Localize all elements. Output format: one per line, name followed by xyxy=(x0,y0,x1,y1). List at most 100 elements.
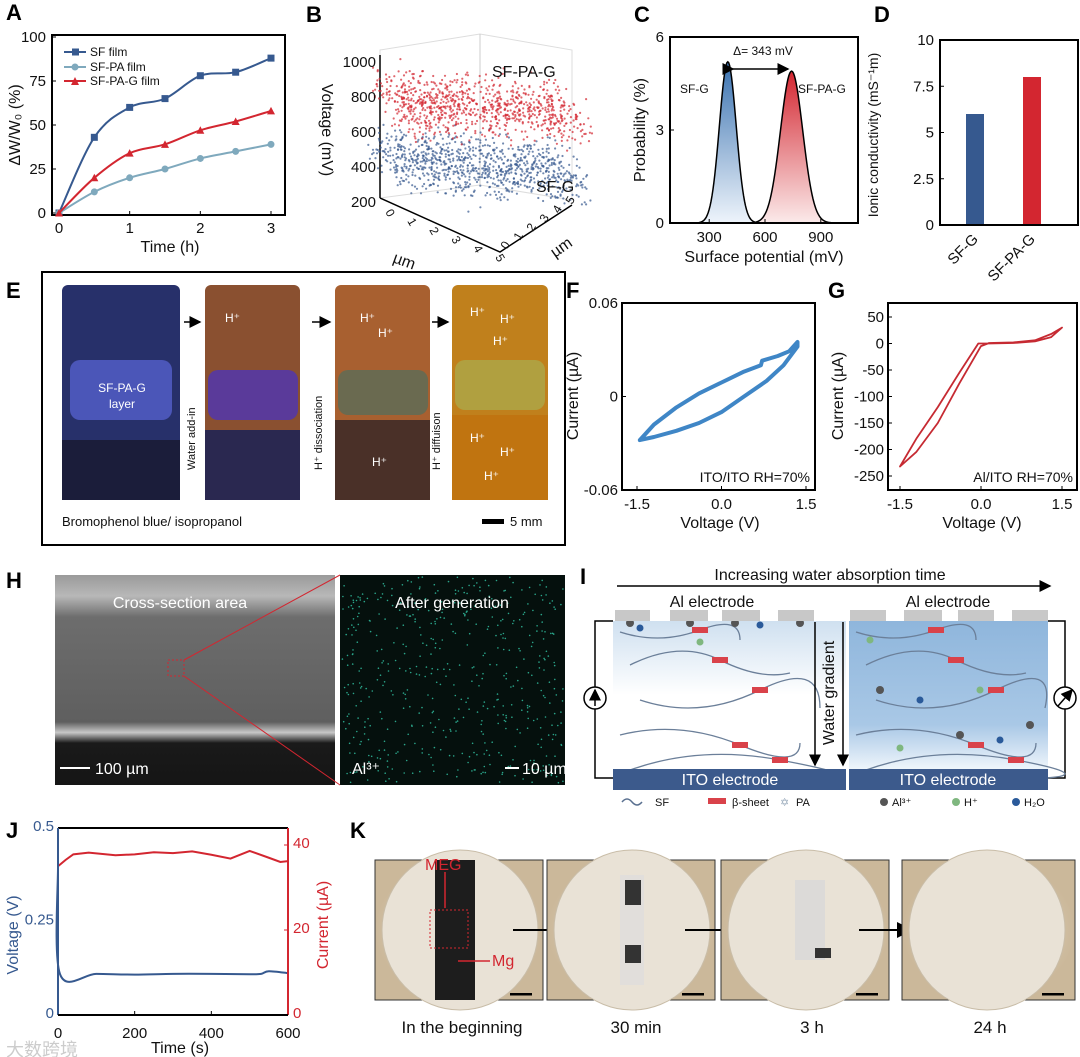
scatter-point-sf-g xyxy=(505,165,508,168)
panel-label-a: A xyxy=(6,0,22,25)
scatter-point-sf-pa-g xyxy=(572,119,575,122)
x-tick-label: SF-G xyxy=(944,231,981,268)
scatter-point-sf-pa-g xyxy=(391,124,394,127)
scatter-point-sf-g xyxy=(395,165,398,168)
scatter-point-sf-pa-g xyxy=(504,128,507,131)
scatter-point-sf-pa-g xyxy=(504,114,507,117)
x-tick-label: 0 xyxy=(54,1025,62,1042)
scatter-point-sf-pa-g xyxy=(569,108,572,111)
scatter-point-sf-g xyxy=(453,136,456,139)
scatter-point-sf-g xyxy=(538,187,541,190)
scatter-point-sf-pa-g xyxy=(579,130,583,133)
scatter-point-sf-g xyxy=(468,161,471,164)
al-signal-dot xyxy=(439,683,442,686)
caption-0: In the beginning xyxy=(402,1018,523,1037)
scatter-point-sf-g xyxy=(411,184,414,187)
al-signal-dot xyxy=(379,711,382,713)
scatter-point-sf-pa-g xyxy=(450,90,453,93)
scatter-point-sf-pa-g xyxy=(417,99,420,102)
al-signal-dot xyxy=(412,613,414,616)
al-signal-dot xyxy=(387,754,390,756)
scatter-point-sf-g xyxy=(463,157,466,160)
scatter-point-sf-g xyxy=(462,173,466,176)
scatter-point-sf-g xyxy=(473,176,476,179)
scatter-point-sf-g xyxy=(504,187,507,190)
scatter-point-sf-g xyxy=(424,132,427,135)
scatter-point-sf-g xyxy=(526,175,529,178)
scatter-point-sf-pa-g xyxy=(432,118,436,121)
condition-label: ITO/ITO RH=70% xyxy=(700,469,810,485)
scatter-point-sf-g xyxy=(377,137,380,140)
scatter-point-sf-pa-g xyxy=(546,127,549,130)
3d-base-axes xyxy=(379,197,573,253)
al-signal-dot xyxy=(540,689,542,692)
scatter-point-sf-g xyxy=(555,186,558,189)
scatter-point-sf-g xyxy=(437,175,440,178)
scatter-point-sf-pa-g xyxy=(579,111,582,114)
scatter-point-sf-g xyxy=(497,190,500,194)
scatter-point-sf-g xyxy=(377,126,380,129)
scatter-point-sf-g xyxy=(398,143,401,146)
scatter-point-sf-pa-g xyxy=(397,70,400,73)
scatter-point-sf-pa-g xyxy=(571,137,574,140)
al-signal-dot xyxy=(488,595,491,598)
scatter-point-sf-pa-g xyxy=(447,100,450,103)
scatter-point-sf-pa-g xyxy=(535,116,539,119)
al-signal-dot xyxy=(482,771,484,774)
al-signal-dot xyxy=(376,679,379,681)
scatter-point-sf-g xyxy=(430,172,434,175)
al-signal-dot xyxy=(348,722,351,725)
scatter-point-sf-g xyxy=(585,187,588,190)
data-point xyxy=(90,133,98,141)
al-signal-dot xyxy=(430,756,432,759)
al-signal-dot xyxy=(375,634,378,637)
al-signal-dot xyxy=(402,692,405,694)
scatter-point-sf-pa-g xyxy=(505,121,508,124)
scatter-point-sf-g xyxy=(393,146,396,149)
scatter-point-sf-g xyxy=(425,153,428,156)
scatter-point-sf-g xyxy=(394,129,397,132)
al-signal-dot xyxy=(434,646,437,649)
al-signal-dot xyxy=(497,714,499,716)
scatter-point-sf-g xyxy=(472,190,475,193)
al-signal-dot xyxy=(523,611,526,614)
al-signal-dot xyxy=(490,607,493,609)
scale-bar xyxy=(505,767,519,769)
scatter-point-sf-g xyxy=(422,166,426,169)
scatter-point-sf-pa-g xyxy=(438,130,441,133)
al-signal-dot xyxy=(471,667,474,669)
scatter-point-sf-pa-g xyxy=(455,91,459,94)
scatter-point-sf-pa-g xyxy=(429,111,432,114)
beta-sheet xyxy=(948,657,964,663)
al-signal-dot xyxy=(403,743,406,746)
scatter-point-sf-pa-g xyxy=(532,107,535,110)
scatter-point-sf-pa-g xyxy=(461,81,464,84)
scatter-point-sf-pa-g xyxy=(381,85,384,88)
proton-label: H⁺ xyxy=(493,334,508,348)
scatter-point-sf-g xyxy=(452,172,455,176)
scatter-point-sf-pa-g xyxy=(490,105,493,108)
scatter-point-sf-g xyxy=(427,159,431,162)
scatter-point-sf-pa-g xyxy=(423,114,426,117)
al-signal-dot xyxy=(379,674,382,676)
al-signal-dot xyxy=(500,633,502,636)
scatter-point-sf-pa-g xyxy=(555,142,559,145)
scatter-point-sf-pa-g xyxy=(420,93,423,96)
scatter-point-sf-g xyxy=(424,156,427,159)
scatter-point-sf-pa-g xyxy=(472,92,475,95)
scatter-point-sf-g xyxy=(557,154,560,157)
scatter-point-sf-pa-g xyxy=(388,97,391,100)
ito-electrode-right xyxy=(849,769,1048,790)
al-signal-dot xyxy=(409,671,412,674)
scatter-point-sf-g xyxy=(474,178,477,181)
scatter-point-sf-pa-g xyxy=(435,95,438,98)
scatter-point-sf-pa-g xyxy=(430,107,433,110)
scatter-point-sf-g xyxy=(486,181,489,184)
scatter-point-sf-pa-g xyxy=(418,130,421,133)
proton-labels: H⁺ H⁺H⁺H⁺ H⁺H⁺H⁺H⁺H⁺H⁺ xyxy=(225,305,515,483)
scatter-point-sf-pa-g xyxy=(575,115,578,119)
scale-label: 5 mm xyxy=(510,514,543,529)
scatter-point-sf-pa-g xyxy=(547,129,551,132)
scatter-point-sf-g xyxy=(520,153,523,156)
scatter-point-sf-pa-g xyxy=(554,115,557,118)
